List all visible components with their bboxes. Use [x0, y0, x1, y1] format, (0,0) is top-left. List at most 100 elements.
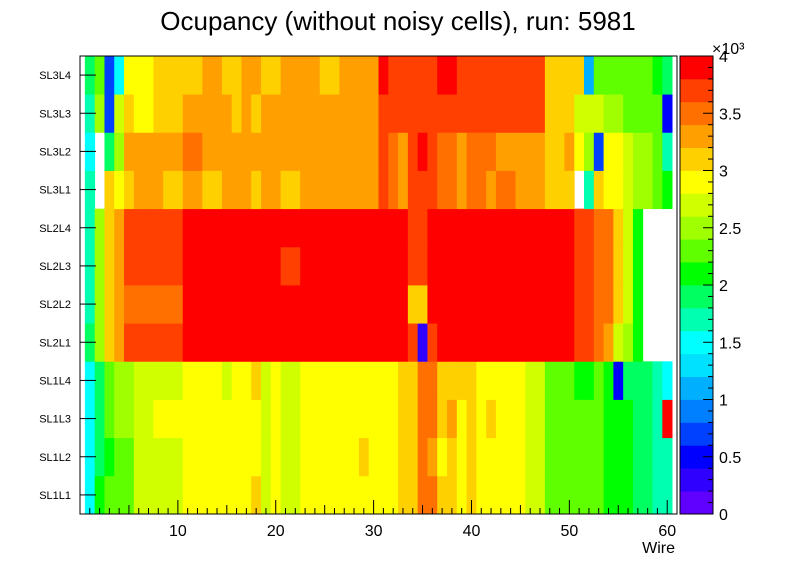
heatmap-cell	[192, 246, 203, 286]
heatmap-cell	[349, 285, 360, 324]
heatmap-cell	[270, 475, 282, 515]
heatmap-cell	[143, 208, 154, 248]
heatmap-cell	[358, 246, 370, 286]
heatmap-cell	[192, 208, 203, 248]
heatmap-cell	[329, 361, 340, 400]
heatmap-cell	[124, 132, 135, 171]
heatmap-cell	[525, 94, 536, 133]
heatmap-cell	[584, 361, 595, 400]
heatmap-cell	[202, 323, 213, 362]
heatmap-cell	[456, 399, 467, 439]
heatmap-cell	[554, 475, 565, 515]
heatmap-cell	[613, 323, 624, 362]
heatmap-cell	[221, 475, 233, 515]
heatmap-cell	[495, 132, 507, 171]
heatmap-cell	[613, 361, 624, 400]
heatmap-cell	[358, 208, 370, 248]
heatmap-cell	[554, 285, 565, 324]
heatmap-cell	[339, 94, 350, 133]
heatmap-cell	[515, 323, 526, 362]
heatmap-cell	[554, 208, 565, 248]
heatmap-cell	[368, 132, 379, 171]
x-tick-label: 40	[463, 523, 481, 540]
heatmap-cell	[270, 285, 282, 324]
heatmap-cell	[212, 437, 223, 477]
heatmap-cell	[407, 132, 419, 171]
heatmap-cell	[94, 56, 105, 95]
heatmap-cell	[241, 56, 252, 95]
heatmap-cell	[221, 437, 233, 477]
heatmap-cell	[143, 399, 154, 439]
heatmap-cell	[300, 208, 311, 248]
heatmap-cell	[143, 437, 154, 477]
heatmap-cell	[398, 56, 409, 95]
heatmap-cell	[427, 246, 438, 286]
colorbar-band	[680, 216, 713, 240]
heatmap-cell	[290, 208, 301, 248]
y-category-label: SL2L4	[39, 223, 71, 235]
heatmap-cell	[554, 132, 565, 171]
heatmap-cell	[417, 475, 428, 515]
heatmap-cell	[339, 170, 350, 210]
heatmap-cell	[574, 437, 585, 477]
heatmap-cell	[593, 285, 604, 324]
heatmap-cell	[456, 361, 467, 400]
heatmap-cell	[104, 285, 115, 324]
heatmap-cell	[525, 437, 536, 477]
heatmap-cell	[358, 475, 370, 515]
heatmap-cell	[349, 246, 360, 286]
heatmap-cell	[358, 170, 370, 210]
heatmap-cell	[388, 94, 399, 133]
heatmap-cell	[525, 208, 536, 248]
colorbar-tick-label: 2.5	[719, 221, 741, 238]
heatmap-cell	[143, 361, 154, 400]
heatmap-cell	[632, 399, 644, 439]
heatmap-cell	[153, 361, 164, 400]
heatmap-cell	[143, 170, 154, 210]
heatmap-cell	[290, 475, 301, 515]
heatmap-cell	[398, 285, 409, 324]
heatmap-cell	[192, 170, 203, 210]
heatmap-cell	[466, 399, 477, 439]
heatmap-cell	[564, 56, 575, 95]
colorbar-band	[680, 56, 713, 80]
heatmap-cell	[133, 132, 145, 171]
heatmap-cell	[261, 475, 272, 515]
heatmap-cell	[515, 56, 526, 95]
heatmap-cell	[231, 323, 242, 362]
heatmap-cell	[388, 437, 399, 477]
heatmap-cell	[251, 285, 262, 324]
heatmap-cell	[623, 94, 634, 133]
heatmap-cell	[427, 361, 438, 400]
heatmap-cell	[505, 399, 516, 439]
heatmap-cell	[593, 94, 604, 133]
heatmap-cell	[535, 170, 546, 210]
heatmap-cell	[192, 323, 203, 362]
y-category-label: SL2L3	[39, 261, 71, 273]
heatmap-cell	[574, 56, 585, 95]
colorbar-band	[680, 193, 713, 217]
heatmap-cell	[300, 94, 311, 133]
heatmap-cell	[329, 94, 340, 133]
heatmap-cell	[124, 475, 135, 515]
heatmap-cell	[554, 361, 565, 400]
heatmap-cell	[261, 94, 272, 133]
heatmap-cell	[613, 170, 624, 210]
heatmap-cell	[124, 361, 135, 400]
heatmap-cell	[437, 132, 448, 171]
heatmap-cell	[476, 208, 487, 248]
heatmap-cell	[300, 323, 311, 362]
heatmap-cell	[221, 94, 233, 133]
heatmap-cell	[505, 361, 516, 400]
heatmap-cell	[202, 208, 213, 248]
heatmap-cell	[437, 94, 448, 133]
heatmap-cell	[476, 170, 487, 210]
heatmap-cell	[447, 323, 458, 362]
heatmap-cell	[427, 285, 438, 324]
heatmap-cell	[544, 285, 556, 324]
heatmap-cell	[486, 285, 497, 324]
heatmap-cell	[447, 208, 458, 248]
heatmap-cell	[124, 399, 135, 439]
heatmap-cell	[251, 323, 262, 362]
heatmap-cell	[632, 170, 644, 210]
